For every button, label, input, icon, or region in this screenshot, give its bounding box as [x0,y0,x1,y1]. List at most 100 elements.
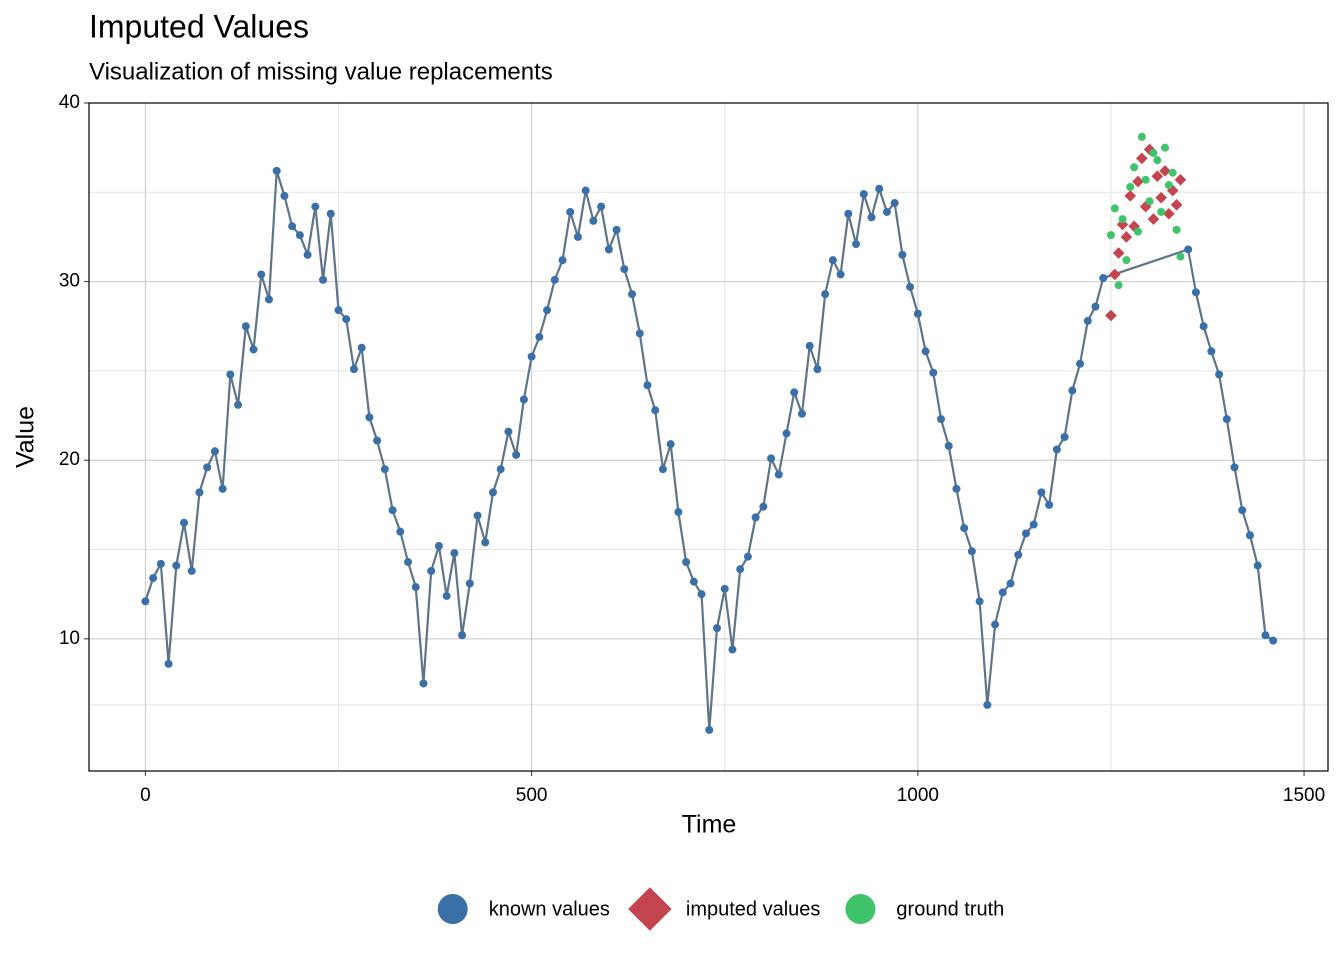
data-point [1163,207,1175,220]
data-point [465,579,474,588]
legend-item: known values [437,894,610,924]
data-point [1106,231,1115,240]
data-point [357,343,366,352]
data-point [156,559,165,568]
data-point [1083,316,1092,325]
data-point [527,352,536,361]
data-point [813,365,822,374]
data-point [226,370,235,379]
data-point [821,290,830,299]
data-point [612,225,621,234]
data-point [759,502,768,511]
series-line [144,170,1274,731]
data-point [1091,302,1100,311]
data-point [697,590,706,599]
data-point [1222,415,1231,424]
data-point [705,725,714,734]
legend-label: known values [489,898,610,920]
x-axis-label: Time [682,811,737,839]
data-point [1120,231,1133,243]
data-point [234,400,243,409]
data-point [898,250,907,259]
data-point [1133,227,1142,236]
data-point [543,306,552,315]
data-point [573,232,582,241]
data-point [666,440,675,449]
data-point [952,484,961,493]
data-point [141,597,150,606]
y-axis-label: Value [12,406,40,468]
data-point [1159,165,1171,177]
data-point [1170,199,1183,211]
data-point [195,488,204,497]
data-point [1199,322,1208,331]
data-point [319,275,328,284]
x-tick-label: 1500 [1283,785,1325,806]
data-point [288,222,297,231]
data-point [365,413,374,422]
data-point [1068,386,1077,395]
data-point [1207,347,1216,356]
data-point [1118,215,1127,224]
legend: known values imputed values ground truth [437,887,1004,931]
data-point [187,566,196,575]
data-point [1155,191,1167,204]
data-point [1153,156,1162,165]
data-point [975,597,984,606]
data-point [1136,152,1148,165]
data-point [929,368,938,377]
data-point [1006,579,1015,588]
data-point [1253,561,1262,570]
data-point [944,441,953,450]
data-point [1076,359,1085,368]
data-point [658,465,667,474]
data-point [1261,631,1270,640]
data-point [790,388,799,397]
data-point [828,256,837,265]
data-point [172,561,181,570]
data-point [1238,506,1247,515]
data-point [875,184,884,193]
data-point [334,306,343,315]
data-point [937,415,946,424]
data-point [689,577,698,586]
data-point [450,549,459,558]
data-point [1124,190,1137,202]
data-point [1122,256,1131,265]
data-point [1245,531,1254,540]
data-point [427,566,436,575]
data-point [473,511,482,520]
data-point [504,427,513,436]
x-tick-label: 500 [516,785,548,806]
plot-border [88,102,1329,772]
data-point [434,541,443,550]
data-point [767,454,776,463]
data-point [620,265,629,274]
data-point [682,558,691,567]
data-point [1045,500,1054,509]
data-point [149,574,158,583]
data-point [859,190,868,199]
y-tick-label: 10 [59,628,80,649]
series-points [141,166,1278,734]
data-point [272,166,281,175]
data-point [720,584,729,593]
x-tick-label: 1000 [897,785,939,806]
y-tick-label: 20 [59,449,80,470]
data-point [257,270,266,279]
data-point [882,207,891,216]
data-point [218,484,227,493]
data-point [736,565,745,574]
data-point [960,524,969,533]
data-point [712,624,721,633]
data-point [411,583,420,592]
data-point [1230,463,1239,472]
data-point [967,547,976,556]
data-point [1151,170,1164,183]
data-point [1110,204,1119,213]
data-point [1139,200,1152,213]
data-point [1149,149,1158,158]
data-point [481,538,490,547]
data-point [1109,268,1121,281]
data-point [1168,168,1177,177]
